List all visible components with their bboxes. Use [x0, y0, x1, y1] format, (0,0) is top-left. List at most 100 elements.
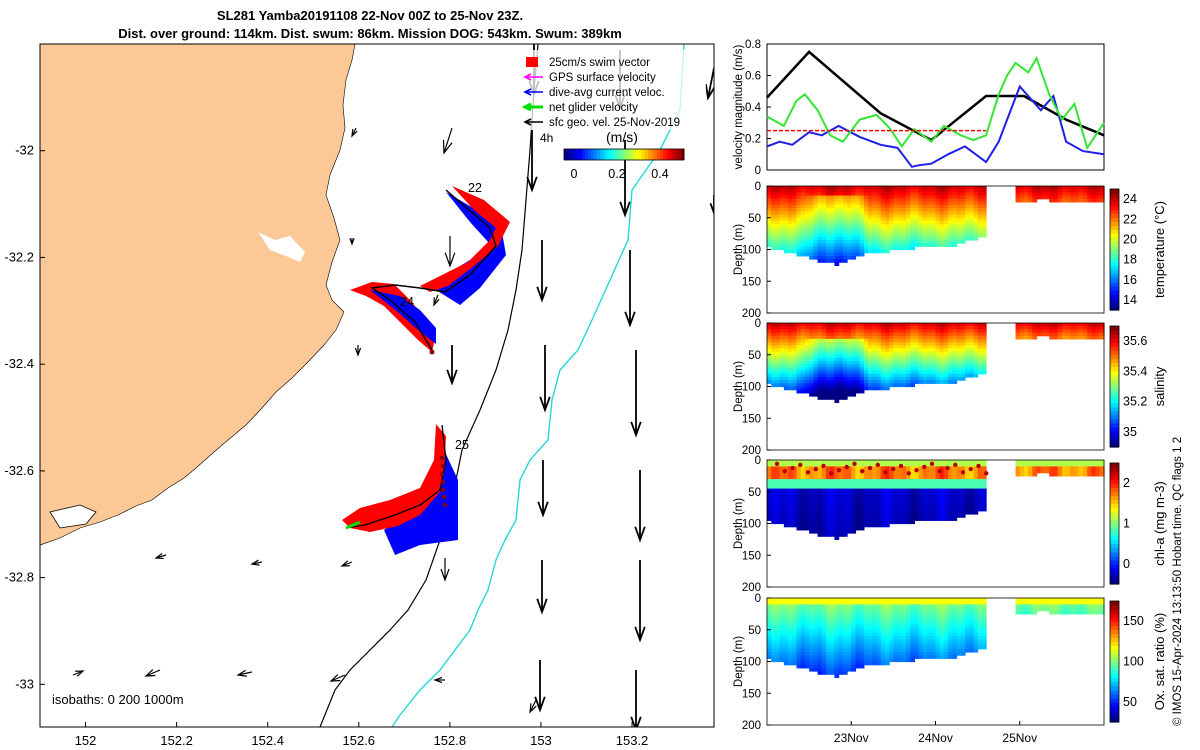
credit-text: © IMOS 15-Apr-2024 13:13:50 Hobart time.…: [1172, 436, 1184, 726]
geo-velocity-arrow: [250, 559, 263, 566]
section-panel-2: 0 50 100 150 200 Depth (m) 35 35.2 35.4 35.6 salin…: [733, 318, 1167, 457]
depth-tick-label: 200: [742, 445, 761, 457]
depth-tick-label: 0: [755, 181, 761, 193]
depth-tick-label: 0: [755, 318, 761, 330]
colorbar-tick-label: 0: [1123, 557, 1130, 571]
geo-velocity-arrow: [704, 67, 714, 101]
geo-velocity-arrow: [72, 670, 85, 677]
geo-velocity-arrow: [534, 660, 546, 713]
legend-item-label: net glider velocity: [549, 102, 638, 114]
position-dot: [440, 487, 446, 493]
map-xtick-label: 152.8: [434, 733, 467, 748]
colorbar-tick-label: 0: [571, 167, 578, 181]
depth-ylabel: Depth (m): [733, 361, 745, 412]
geo-velocity-arrow: [154, 552, 167, 560]
day-label: 22: [468, 181, 482, 195]
depth-tick-label: 50: [748, 487, 761, 499]
position-dots: [439, 455, 448, 508]
colorbar-tick-label: 1: [1123, 517, 1130, 531]
map-ytick-label: -32.8: [4, 570, 34, 585]
velocity-ytick-label: 0: [755, 165, 761, 177]
colorbar-tick-label: 35.6: [1123, 334, 1147, 348]
glider-path-south: [345, 424, 447, 529]
map-xtick-label: 153.2: [616, 733, 649, 748]
date-tick-label: 24Nov: [918, 731, 953, 745]
depth-tick-label: 150: [742, 688, 761, 700]
glider-track-south: [342, 424, 458, 555]
colorbar-label: Ox. sat. ratio (%): [1152, 613, 1167, 711]
geo-velocity-arrow: [634, 560, 646, 643]
geo-velocity-arrow: [630, 670, 642, 727]
geo-velocity-arrow: [433, 676, 445, 684]
geo-velocity-arrow: [526, 130, 538, 193]
map-xtick-label: 152: [75, 733, 97, 748]
swim-vectors-north: [420, 186, 510, 292]
colorbar-tick-label: 35.2: [1123, 395, 1147, 409]
colorbar-tick-label: 2: [1123, 476, 1130, 490]
geo-velocity-arrow: [440, 558, 450, 582]
map-ytick-label: -32: [15, 143, 34, 158]
velocity-ylabel: velocity magnitude (m/s): [733, 45, 745, 170]
day-label: 25: [455, 438, 469, 452]
colorbar-tick-label: 20: [1123, 232, 1137, 246]
depth-tick-label: 100: [742, 657, 761, 669]
legend-item: sfc geo. vel. 25-Nov-2019: [523, 117, 680, 129]
section-panel-3: 0 50 100 150 200 Depth (m) 0 1 2 chl-a (mg m-3): [733, 455, 1167, 594]
legend-item-label: sfc geo. vel. 25-Nov-2019: [549, 117, 680, 129]
map-xtick-label: 153: [530, 733, 552, 748]
geo-velocity-arrow: [536, 240, 548, 303]
legend-item-label: dive-avg current veloc.: [549, 87, 665, 99]
depth-ylabel: Depth (m): [733, 636, 745, 687]
position-dot: [440, 463, 446, 469]
estuary-lake: [49, 504, 97, 529]
map-xtick-label: 152.4: [251, 733, 284, 748]
geo-velocity-arrow: [351, 127, 358, 138]
depth-tick-label: 200: [742, 582, 761, 594]
colorbar-tick-label: 18: [1123, 253, 1137, 267]
position-dot: [441, 494, 447, 500]
isobath-note: isobaths: 0 200 1000m: [52, 692, 184, 707]
colorbar-tick-label: 35.4: [1123, 364, 1147, 378]
geo-velocity-arrow: [329, 674, 346, 682]
glider-track-north: [350, 186, 510, 355]
depth-tick-label: 150: [742, 550, 761, 562]
legend-item: GPS surface velocity: [523, 72, 656, 84]
geo-velocity-arrow: [536, 560, 548, 615]
estuary-islands: [258, 232, 305, 262]
legend-item: 25cm/s swim vector: [526, 57, 650, 69]
section-panel-1: 0 50 100 150 200 Depth (m) 14 16 18 20 22 24 tempera…: [733, 181, 1167, 320]
geo-velocity-arrow: [349, 238, 355, 246]
map-ytick-label: -32.6: [4, 463, 34, 478]
geo-velocity-arrow: [446, 345, 458, 386]
geo-velocity-arrow: [630, 350, 642, 438]
depth-tick-label: 100: [742, 519, 761, 531]
legend-item-label: GPS surface velocity: [549, 72, 656, 84]
velocity-series-gps-surface-velocity: [766, 55, 1105, 151]
depth-tick-label: 150: [742, 276, 761, 288]
geo-velocity-arrow: [144, 669, 161, 677]
geo-velocity-arrow: [340, 560, 353, 567]
legend-item: dive-avg current veloc.: [523, 87, 665, 99]
velocity-series-dive-avg-current: [766, 84, 1105, 168]
glider-position-marker: [429, 349, 435, 355]
isobath-1000: [391, 44, 685, 727]
glider-path-north: [370, 189, 497, 351]
plot-title-line1: SL281 Yamba20191108 22-Nov 00Z to 25-Nov…: [216, 8, 524, 23]
depth-tick-label: 100: [742, 382, 761, 394]
geo-velocity-arrow: [354, 345, 362, 357]
colorbar-tick-label: 35: [1123, 425, 1137, 439]
map-ytick-label: -33: [15, 676, 34, 691]
date-tick-label: 23Nov: [834, 731, 869, 745]
depth-tick-label: 50: [748, 625, 761, 637]
land-mass: [40, 44, 356, 546]
geo-velocity-arrow: [444, 236, 456, 268]
velocity-ytick-label: 0.4: [745, 102, 762, 114]
date-tick-label: 25Nov: [1002, 731, 1037, 745]
legend-duration-label: 4h: [540, 131, 553, 145]
velocity-ytick-label: 0.2: [745, 134, 761, 146]
depth-tick-label: 100: [742, 245, 761, 257]
velocity-ytick-label: 0.8: [745, 39, 761, 51]
depth-tick-label: 0: [755, 455, 761, 467]
